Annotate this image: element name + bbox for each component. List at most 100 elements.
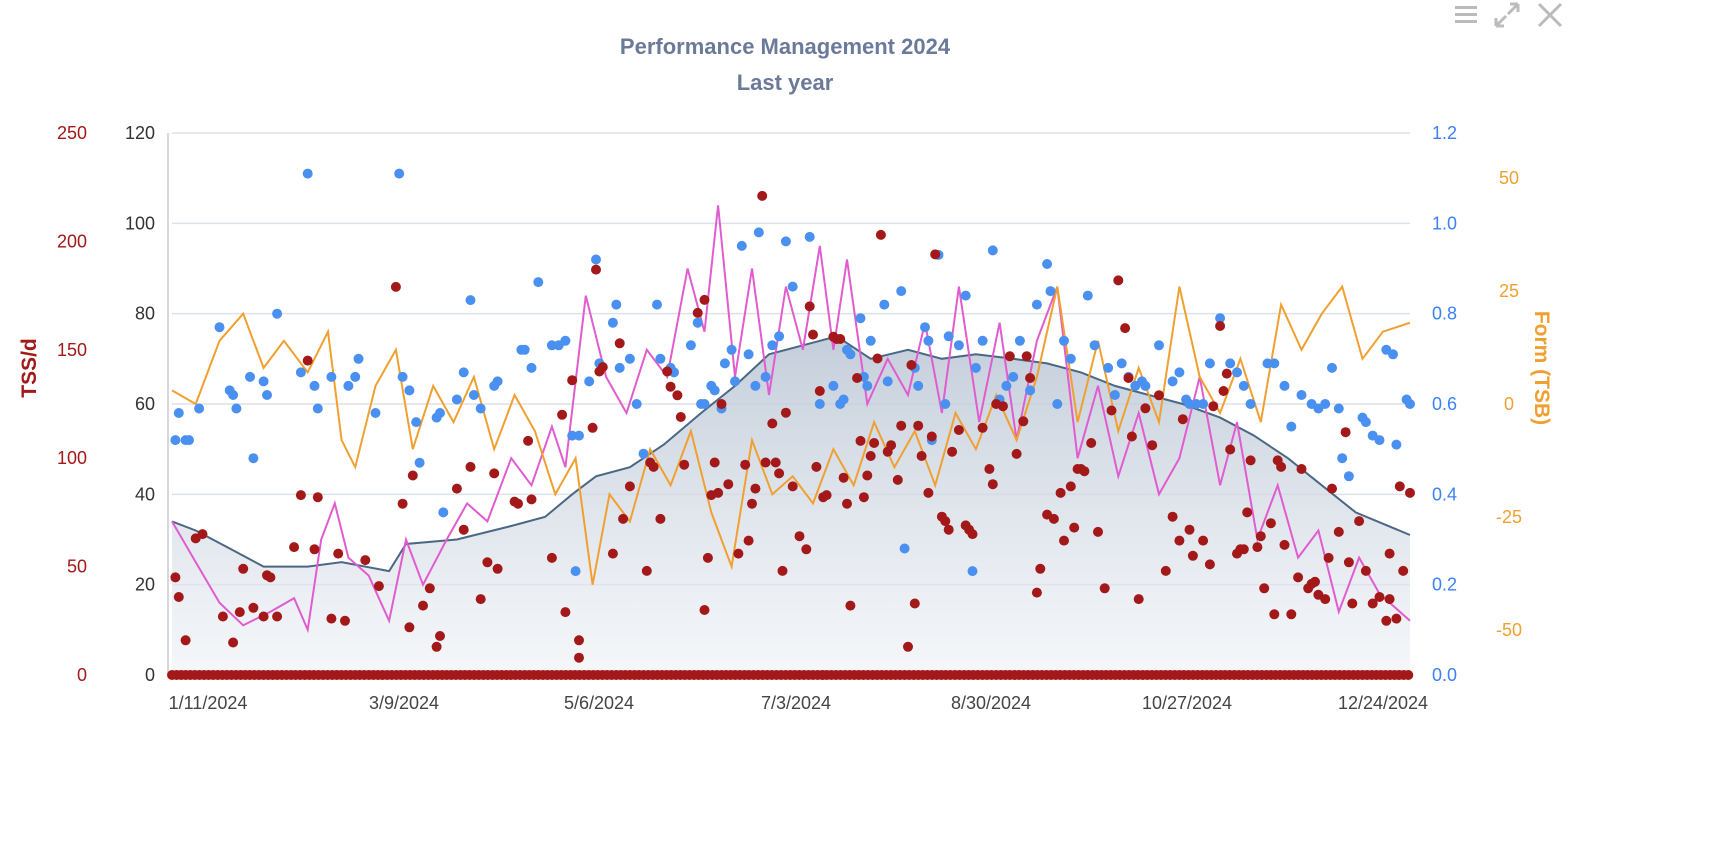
tss-point (1265, 518, 1276, 529)
intensity-point (865, 335, 876, 346)
tss-point (587, 422, 598, 433)
intensity-point (760, 371, 771, 382)
hamburger-menu-icon[interactable] (1455, 4, 1477, 26)
intensity-point (953, 340, 964, 351)
intensity-point (1167, 376, 1178, 387)
x-tick-label: 7/3/2024 (761, 693, 831, 713)
x-tick-label: 3/9/2024 (369, 693, 439, 713)
tss-tick-label: 250 (57, 123, 87, 143)
intensity-point (1031, 299, 1042, 310)
intensity-point (248, 453, 259, 464)
tss-point (1177, 414, 1188, 425)
intensity-point (743, 349, 754, 360)
intensity-point (967, 566, 978, 577)
intensity-point (899, 543, 910, 554)
x-tick-label: 1/11/2024 (169, 693, 248, 713)
intensity-point (526, 362, 537, 373)
intensity-point (1198, 399, 1209, 409)
tss-point (1293, 572, 1304, 583)
tss-point (624, 481, 635, 492)
intensity-point (780, 236, 791, 247)
tss-point (302, 355, 313, 366)
fitness-tick-label: 20 (135, 575, 155, 595)
intensity-point (170, 435, 181, 446)
tss-point (1347, 598, 1358, 609)
intensity-point (855, 313, 866, 324)
tss-point (1004, 351, 1015, 362)
tss-axis-title: TSS/d (18, 338, 41, 398)
tss-point (743, 535, 754, 546)
tss-point (1123, 373, 1134, 383)
intensity-point (458, 367, 469, 378)
tss-point (767, 418, 778, 429)
tss-point (869, 438, 880, 448)
intensity-point (262, 390, 272, 400)
tss-point (940, 516, 951, 527)
fitness-series-line (171, 205, 1411, 634)
tss-point (1167, 511, 1178, 522)
intensity-point (1014, 335, 1025, 346)
tss-point (557, 409, 568, 420)
tss-point (872, 353, 883, 364)
intensity-point (726, 344, 737, 355)
tss-point (170, 572, 181, 583)
tss-point (1374, 592, 1385, 602)
expand-arrows-icon[interactable] (1494, 2, 1520, 28)
tss-point (713, 487, 724, 498)
intensity-tick-label: 0.2 (1432, 575, 1457, 595)
tss-point (794, 531, 805, 542)
intensity-point (1360, 417, 1371, 428)
tss-point (777, 565, 788, 576)
intensity-point (879, 299, 890, 310)
tss-point (875, 229, 886, 240)
close-x-icon[interactable] (1536, 2, 1564, 30)
tss-point (977, 422, 988, 433)
intensity-point (611, 299, 622, 310)
tss-point (842, 498, 852, 509)
x-tick-label: 5/6/2024 (564, 693, 634, 713)
tss-point (482, 557, 493, 568)
tss-point (1259, 583, 1270, 594)
tss-point (1367, 598, 1378, 609)
intensity-point (1154, 340, 1164, 351)
intensity-point (1337, 453, 1348, 464)
tss-point (1384, 548, 1395, 559)
intensity-point (184, 435, 194, 446)
tss-point (740, 459, 751, 470)
tss-point (1059, 535, 1069, 546)
intensity-point (1245, 399, 1256, 409)
tss-point (662, 366, 673, 377)
x-tick-label: 12/24/2024 (1338, 693, 1428, 713)
tss-point (804, 301, 815, 312)
tss-point (1340, 427, 1351, 438)
intensity-tick-label: 0.6 (1432, 394, 1457, 414)
tss-point (787, 481, 798, 492)
intensity-point (845, 349, 856, 360)
tss-point (1126, 431, 1137, 442)
tss-point (1055, 487, 1066, 498)
intensity-point (692, 317, 703, 328)
intensity-tick-label: 0.0 (1432, 665, 1457, 685)
tss-point (458, 524, 469, 535)
tss-point (340, 615, 350, 626)
intensity-point (1042, 259, 1053, 269)
intensity-point (394, 168, 405, 179)
tss-point (916, 451, 927, 461)
form-tick-label: -25 (1496, 507, 1522, 527)
tss-point (1360, 565, 1371, 576)
chart-title: Performance Management 2024 (620, 34, 951, 59)
tss-point (1354, 516, 1365, 527)
intensity-point (774, 331, 785, 342)
tss-point (699, 605, 710, 615)
tss-point (618, 513, 629, 524)
tss-point (1174, 535, 1185, 546)
intensity-point (1374, 435, 1385, 446)
intensity-point (1269, 358, 1280, 369)
intensity-point (1238, 380, 1249, 391)
tss-point (197, 529, 208, 540)
intensity-point (1116, 358, 1127, 369)
intensity-point (1343, 471, 1354, 482)
tss-point (1327, 483, 1337, 494)
tss-point (702, 552, 713, 563)
tss-point (238, 563, 249, 574)
